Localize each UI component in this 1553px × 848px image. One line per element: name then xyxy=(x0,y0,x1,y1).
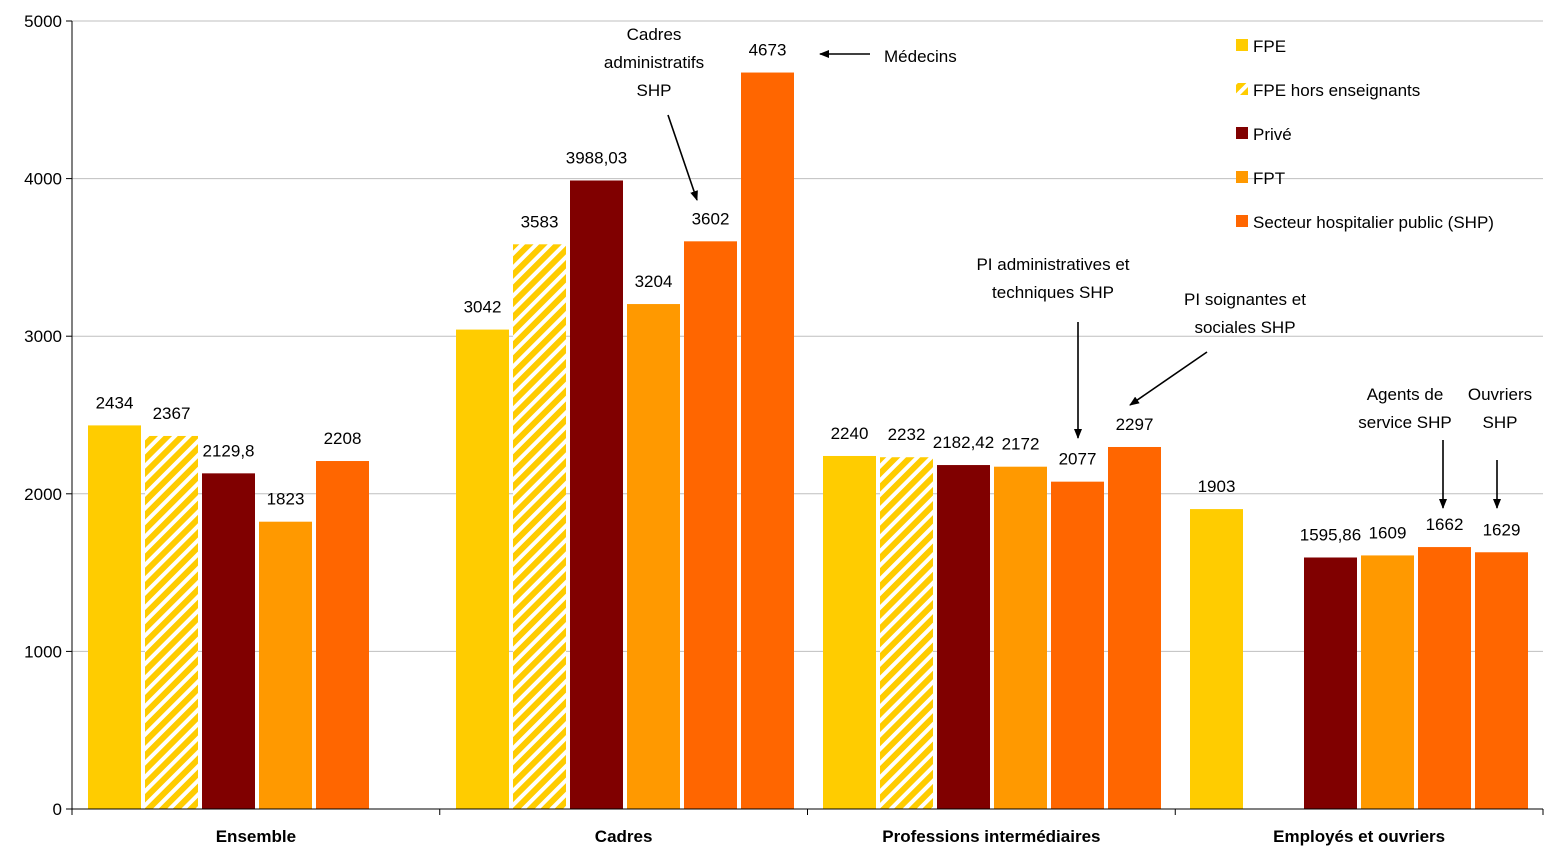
legend-swatch xyxy=(1236,83,1248,95)
bar xyxy=(202,473,255,809)
y-tick-label: 0 xyxy=(53,800,62,819)
bar xyxy=(145,435,198,809)
legend-label: FPT xyxy=(1253,169,1285,188)
bar xyxy=(1304,557,1357,809)
bar xyxy=(937,465,990,809)
data-label: 3988,03 xyxy=(566,148,627,167)
data-label: 4673 xyxy=(749,41,787,60)
category-label: Ensemble xyxy=(216,827,296,846)
data-label: 3602 xyxy=(692,209,730,228)
bar xyxy=(513,244,566,809)
data-label: 2182,42 xyxy=(933,433,994,452)
annotation-text: techniques SHP xyxy=(992,283,1114,302)
data-label: 2208 xyxy=(324,429,362,448)
data-label: 2129,8 xyxy=(203,441,255,460)
data-label: 1903 xyxy=(1198,477,1236,496)
data-label: 2240 xyxy=(831,424,869,443)
bar xyxy=(456,329,509,809)
annotation-text: PI administratives et xyxy=(976,255,1129,274)
annotation-text: Ouvriers xyxy=(1468,385,1532,404)
data-label: 2172 xyxy=(1002,435,1040,454)
annotation-text: SHP xyxy=(637,81,672,100)
category-label: Professions intermédiaires xyxy=(882,827,1100,846)
data-labels: 2434 2367 2129,8 1823 2208 3042 3583 3988,03 320… xyxy=(96,41,1521,545)
data-label: 2434 xyxy=(96,393,134,412)
legend: FPE FPE hors enseignants Privé FPT Secteur h… xyxy=(1236,37,1494,232)
annotation-text: administratifs xyxy=(604,53,704,72)
data-label: 1629 xyxy=(1483,520,1521,539)
data-label: 2297 xyxy=(1116,415,1154,434)
data-label: 2232 xyxy=(888,425,926,444)
category-label: Cadres xyxy=(595,827,653,846)
bar xyxy=(741,72,794,809)
y-tick-label: 2000 xyxy=(24,485,62,504)
y-tick-label: 1000 xyxy=(24,642,62,661)
legend-label: FPE hors enseignants xyxy=(1253,81,1420,100)
bar xyxy=(994,466,1047,809)
legend-swatch xyxy=(1236,171,1248,183)
bar xyxy=(316,461,369,809)
y-tick-label: 5000 xyxy=(24,12,62,31)
annotation-arrow xyxy=(1129,351,1208,406)
bar xyxy=(684,241,737,809)
bar xyxy=(1475,552,1528,809)
legend-label: Privé xyxy=(1253,125,1292,144)
bar xyxy=(1108,446,1161,809)
bars xyxy=(88,72,1528,810)
bar xyxy=(88,425,141,809)
data-label: 2367 xyxy=(153,404,191,423)
bar xyxy=(1418,547,1471,809)
annotation-text: SHP xyxy=(1483,413,1518,432)
data-label: 1595,86 xyxy=(1300,525,1361,544)
annotation-text: Agents de xyxy=(1367,385,1444,404)
data-label: 1662 xyxy=(1426,515,1464,534)
axes: 0 1000 2000 3000 4000 5000 xyxy=(24,12,1544,819)
bar xyxy=(1190,509,1243,809)
annotation-text: Médecins xyxy=(884,47,957,66)
annotation-text: Cadres xyxy=(627,25,682,44)
data-label: 2077 xyxy=(1059,450,1097,469)
bar xyxy=(259,521,312,809)
annotation-text: service SHP xyxy=(1358,413,1452,432)
bar xyxy=(1051,481,1104,809)
annotation-text: PI soignantes et xyxy=(1184,290,1306,309)
category-labels: Ensemble Cadres Professions intermédiaires… xyxy=(216,827,1445,846)
legend-swatch xyxy=(1236,39,1248,51)
data-label: 3583 xyxy=(521,212,559,231)
y-tick-label: 3000 xyxy=(24,327,62,346)
annotation-arrow xyxy=(667,114,698,201)
data-label: 1609 xyxy=(1369,523,1407,542)
legend-swatch xyxy=(1236,127,1248,139)
data-label: 3042 xyxy=(464,298,502,317)
bar xyxy=(880,457,933,809)
category-label: Employés et ouvriers xyxy=(1273,827,1445,846)
annotation-text: sociales SHP xyxy=(1194,318,1295,337)
legend-label: FPE xyxy=(1253,37,1286,56)
bar xyxy=(627,304,680,809)
data-label: 1823 xyxy=(267,490,305,509)
legend-swatch xyxy=(1236,215,1248,227)
y-tick-label: 4000 xyxy=(24,170,62,189)
annotations: Cadres administratifs SHP Médecins PI admini… xyxy=(604,25,1532,509)
legend-label: Secteur hospitalier public (SHP) xyxy=(1253,213,1494,232)
bar xyxy=(1361,555,1414,809)
data-label: 3204 xyxy=(635,272,673,291)
bar xyxy=(570,180,623,810)
bar xyxy=(823,455,876,809)
